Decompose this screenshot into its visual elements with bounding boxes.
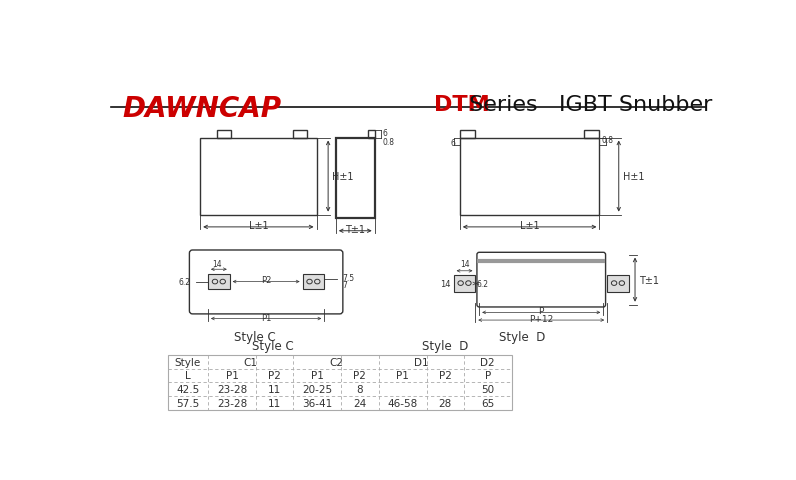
Text: P1: P1: [396, 371, 409, 381]
Bar: [293, 131, 307, 138]
Text: DAWNCAP: DAWNCAP: [123, 95, 282, 122]
Text: Style: Style: [175, 357, 201, 367]
Text: Style C: Style C: [252, 340, 294, 353]
Bar: [302, 274, 324, 289]
Text: T±1: T±1: [639, 275, 659, 285]
Text: 57.5: 57.5: [176, 398, 200, 408]
Text: Series   IGBT Snubber: Series IGBT Snubber: [462, 95, 712, 114]
Text: P: P: [539, 307, 544, 316]
Text: 6.2: 6.2: [179, 277, 191, 287]
Text: 11: 11: [268, 384, 281, 395]
Text: P2: P2: [268, 371, 281, 381]
Text: P+12: P+12: [529, 314, 553, 324]
Bar: [460, 131, 475, 138]
Text: Style  D: Style D: [422, 340, 468, 353]
Text: 23-28: 23-28: [217, 398, 247, 408]
Text: 36-41: 36-41: [302, 398, 333, 408]
Text: 0.8: 0.8: [382, 137, 394, 146]
Text: 65: 65: [481, 398, 494, 408]
Bar: [607, 275, 629, 292]
Bar: [584, 131, 599, 138]
Text: L: L: [185, 371, 191, 381]
Text: DTM: DTM: [435, 95, 490, 114]
Text: 14: 14: [439, 279, 451, 288]
Text: 14: 14: [213, 259, 222, 268]
Text: 14: 14: [460, 260, 470, 269]
Text: H±1: H±1: [332, 172, 353, 182]
Text: L±1: L±1: [520, 220, 540, 230]
Text: L±1: L±1: [248, 220, 268, 230]
Text: 50: 50: [482, 384, 494, 395]
Text: 28: 28: [439, 398, 452, 408]
Text: P2: P2: [353, 371, 366, 381]
Text: 6.2: 6.2: [477, 279, 489, 288]
Text: C1: C1: [244, 357, 258, 367]
Text: 7.5: 7.5: [342, 274, 354, 283]
Text: P2: P2: [439, 371, 451, 381]
Text: D2: D2: [481, 357, 495, 367]
Text: 11: 11: [268, 398, 281, 408]
Text: P1: P1: [261, 313, 271, 322]
Text: Style C: Style C: [233, 330, 275, 343]
Text: D1: D1: [414, 357, 428, 367]
Text: 42.5: 42.5: [176, 384, 200, 395]
Bar: [201, 138, 317, 215]
Bar: [208, 274, 230, 289]
Text: 7: 7: [342, 280, 347, 289]
Bar: [369, 131, 375, 138]
Text: 8: 8: [357, 384, 363, 395]
Text: 0.8: 0.8: [602, 135, 614, 144]
Text: P2: P2: [261, 276, 271, 284]
Text: Style  D: Style D: [498, 330, 545, 343]
Text: P: P: [485, 371, 491, 381]
Text: C2: C2: [329, 357, 343, 367]
Bar: [336, 138, 375, 219]
Text: 20-25: 20-25: [302, 384, 333, 395]
Text: 46-58: 46-58: [388, 398, 418, 408]
Text: P1: P1: [310, 371, 324, 381]
Text: 24: 24: [353, 398, 366, 408]
Bar: [454, 275, 475, 292]
Bar: [460, 138, 599, 215]
Text: P1: P1: [225, 371, 239, 381]
Text: 6: 6: [382, 129, 387, 137]
Bar: [217, 131, 232, 138]
Text: 23-28: 23-28: [217, 384, 247, 395]
Text: T±1: T±1: [345, 224, 365, 234]
Text: 6: 6: [451, 138, 455, 147]
Bar: [168, 356, 512, 410]
Text: H±1: H±1: [622, 172, 644, 182]
